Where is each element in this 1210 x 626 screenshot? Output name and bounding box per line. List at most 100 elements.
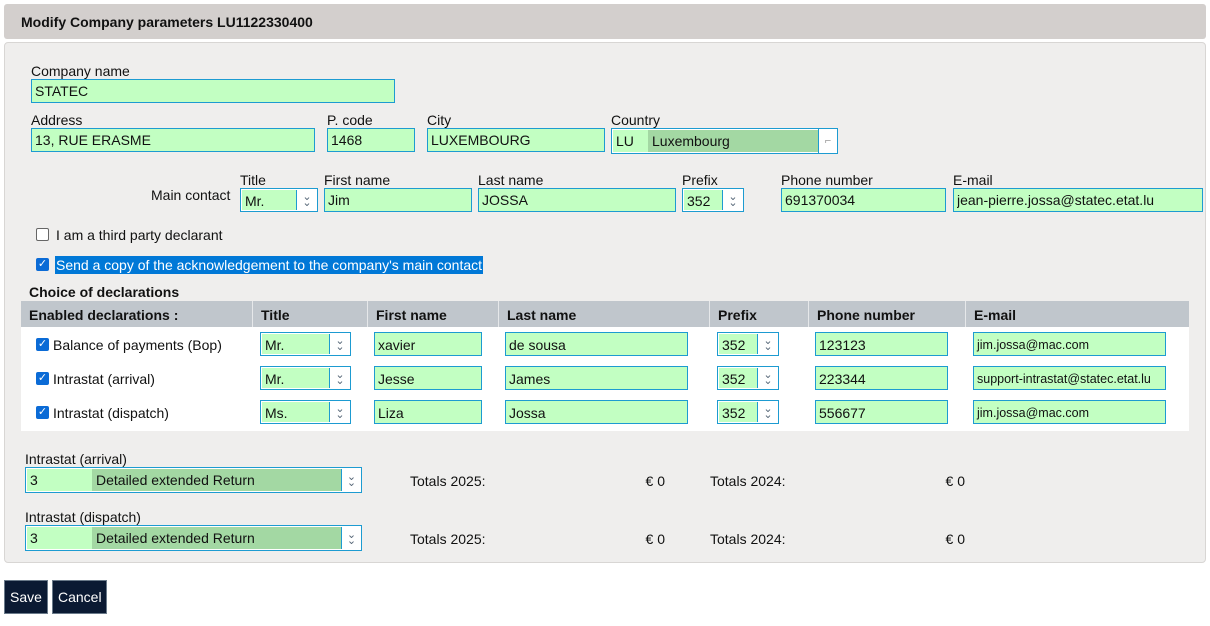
declaration-checkbox[interactable]: ✓ (36, 372, 49, 385)
chevron-down-icon: ⌄ ⌄ (335, 335, 345, 353)
declarations-title: Choice of declarations (29, 284, 180, 300)
totals-previous-label: Totals 2024: (710, 531, 786, 547)
totals-current-label: Totals 2025: (410, 531, 486, 547)
col-last-name: Last name (499, 301, 710, 327)
totals-previous-value: € 0 (945, 473, 965, 489)
contact-last-label: Last name (478, 172, 544, 188)
country-name: Luxembourg (648, 130, 818, 152)
contact-email-label: E-mail (953, 172, 993, 188)
contact-prefix-label: Prefix (682, 172, 718, 188)
row-email-input[interactable]: support-intrastat@statec.etat.lu (973, 366, 1166, 390)
declaration-name: Intrastat (dispatch) (53, 405, 169, 421)
page-header: Modify Company parameters LU1122330400 (4, 4, 1206, 39)
col-first-name: First name (368, 301, 499, 327)
address-input[interactable] (31, 128, 315, 152)
lookup-icon[interactable]: ⌐ (818, 129, 837, 153)
row-title-select[interactable]: Ms. ⌄ ⌄ (260, 400, 351, 424)
intrastat-type: Detailed extended Return (92, 469, 342, 491)
page-title: Modify Company parameters LU1122330400 (21, 14, 313, 30)
col-phone: Phone number (809, 301, 966, 327)
save-button[interactable]: Save (4, 580, 48, 614)
city-input[interactable] (427, 128, 605, 152)
main-contact-label: Main contact (151, 187, 231, 203)
row-prefix-select[interactable]: 352 ⌄ ⌄ (717, 366, 779, 390)
contact-title-select[interactable]: Mr. ⌄ ⌄ (240, 188, 318, 212)
chevron-down-icon: ⌄ ⌄ (335, 369, 345, 387)
third-party-label: I am a third party declarant (56, 227, 223, 243)
cancel-button[interactable]: Cancel (52, 580, 107, 614)
intrastat-code: 3 (27, 469, 92, 491)
country-label: Country (611, 112, 661, 128)
row-title-value: Ms. (262, 402, 330, 422)
contact-prefix-value: 352 (684, 190, 723, 210)
company-name-label: Company name (31, 63, 130, 79)
intrastat-label: Intrastat (dispatch) (25, 509, 141, 525)
chevron-down-icon: ⌄ ⌄ (763, 369, 773, 387)
col-prefix: Prefix (710, 301, 809, 327)
city-label: City (427, 112, 452, 128)
pcode-input[interactable] (327, 128, 415, 152)
col-title: Title (253, 301, 368, 327)
row-prefix-value: 352 (719, 334, 758, 354)
row-prefix-select[interactable]: 352 ⌄ ⌄ (717, 332, 779, 356)
declaration-checkbox[interactable]: ✓ (36, 406, 49, 419)
send-copy-checkbox[interactable]: ✓ (36, 258, 49, 271)
row-first-input[interactable]: xavier (374, 332, 482, 356)
chevron-down-icon: ⌄ ⌄ (335, 403, 345, 421)
contact-first-input[interactable] (324, 188, 472, 212)
contact-first-label: First name (324, 172, 391, 188)
row-phone-input[interactable]: 556677 (815, 400, 948, 424)
totals-current-value: € 0 (645, 473, 665, 489)
totals-previous-value: € 0 (945, 531, 965, 547)
intrastat-code: 3 (27, 527, 92, 549)
contact-prefix-select[interactable]: 352 ⌄ ⌄ (682, 188, 744, 212)
third-party-checkbox[interactable] (36, 228, 49, 241)
intrastat-type-select[interactable]: 3 Detailed extended Return ⌄ ⌄ (25, 525, 362, 551)
chevron-down-icon: ⌄ ⌄ (763, 335, 773, 353)
intrastat-type: Detailed extended Return (92, 527, 342, 549)
row-title-value: Mr. (262, 334, 330, 354)
row-email-input[interactable]: jim.jossa@mac.com (973, 332, 1166, 356)
row-first-input[interactable]: Liza (374, 400, 482, 424)
contact-phone-input[interactable] (781, 188, 946, 212)
intrastat-type-select[interactable]: 3 Detailed extended Return ⌄ ⌄ (25, 467, 362, 493)
pcode-label: P. code (327, 112, 373, 128)
chevron-down-icon: ⌄ ⌄ (346, 529, 357, 547)
totals-previous-label: Totals 2024: (710, 473, 786, 489)
contact-last-input[interactable] (478, 188, 676, 212)
row-prefix-select[interactable]: 352 ⌄ ⌄ (717, 400, 779, 424)
chevron-down-icon: ⌄ ⌄ (763, 403, 773, 421)
intrastat-label: Intrastat (arrival) (25, 451, 127, 467)
chevron-down-icon: ⌄ ⌄ (302, 191, 312, 209)
row-phone-input[interactable]: 123123 (815, 332, 948, 356)
chevron-down-icon: ⌄ ⌄ (728, 191, 738, 209)
declaration-name: Balance of payments (Bop) (53, 337, 222, 353)
row-title-value: Mr. (262, 368, 330, 388)
row-last-input[interactable]: de sousa (505, 332, 688, 356)
country-select[interactable]: LU Luxembourg ⌐ (611, 128, 838, 154)
contact-title-label: Title (240, 172, 266, 188)
row-prefix-value: 352 (719, 402, 758, 422)
row-title-select[interactable]: Mr. ⌄ ⌄ (260, 366, 351, 390)
address-label: Address (31, 112, 83, 128)
col-enabled: Enabled declarations : (21, 301, 253, 327)
contact-title-value: Mr. (242, 190, 297, 210)
send-copy-label: Send a copy of the acknowledgement to th… (55, 256, 483, 274)
totals-current-label: Totals 2025: (410, 473, 486, 489)
row-title-select[interactable]: Mr. ⌄ ⌄ (260, 332, 351, 356)
row-first-input[interactable]: Jesse (374, 366, 482, 390)
declaration-checkbox[interactable]: ✓ (36, 338, 49, 351)
contact-phone-label: Phone number (781, 172, 873, 188)
totals-current-value: € 0 (645, 531, 665, 547)
row-last-input[interactable]: James (505, 366, 688, 390)
company-name-input[interactable] (31, 79, 395, 103)
row-prefix-value: 352 (719, 368, 758, 388)
declaration-name: Intrastat (arrival) (53, 371, 155, 387)
contact-email-input[interactable] (953, 188, 1203, 212)
row-email-input[interactable]: jim.jossa@mac.com (973, 400, 1166, 424)
col-email: E-mail (966, 301, 1189, 327)
row-last-input[interactable]: Jossa (505, 400, 688, 424)
country-code: LU (613, 130, 648, 152)
chevron-down-icon: ⌄ ⌄ (346, 471, 357, 489)
row-phone-input[interactable]: 223344 (815, 366, 948, 390)
